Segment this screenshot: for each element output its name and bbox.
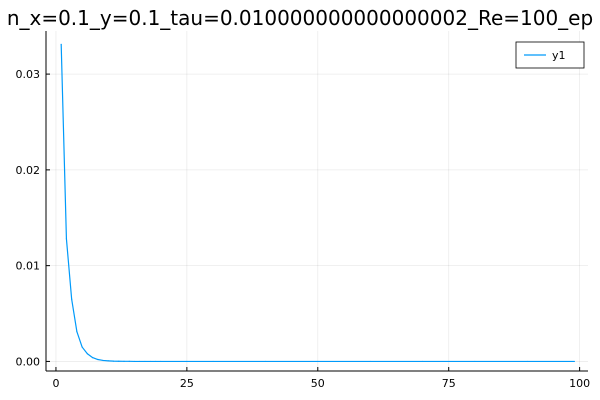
x-ticks: 0 25 50 75 100 [52, 367, 590, 390]
data-point [160, 360, 162, 363]
x-tick-label-1: 25 [180, 377, 194, 390]
data-point [144, 360, 146, 363]
data-point [186, 360, 188, 363]
data-point [526, 360, 528, 363]
data-point [71, 298, 73, 300]
data-point [60, 43, 62, 46]
data-point [154, 360, 157, 363]
x-tick-label-3: 75 [442, 377, 456, 390]
y-tick-label-1: 0.01 [16, 260, 41, 273]
data-point [76, 331, 78, 333]
data-point [474, 360, 476, 363]
y-tick-label-3: 0.03 [16, 68, 41, 81]
chart-title: n_x=0.1_y=0.1_tau=0.010000000000000002_R… [7, 6, 593, 30]
series-group [60, 43, 575, 363]
y-ticks: 0.00 0.01 0.02 0.03 [16, 68, 50, 368]
data-point [421, 360, 424, 363]
data-point [369, 360, 371, 363]
data-point [264, 360, 267, 363]
legend[interactable]: y1 [515, 41, 585, 69]
axes [45, 31, 588, 372]
data-point [92, 356, 94, 359]
data-point [149, 360, 151, 363]
y-tick-label-0: 0.00 [16, 355, 41, 368]
data-point [81, 346, 83, 348]
data-point [128, 360, 130, 362]
data-point [118, 360, 120, 362]
data-point [212, 360, 214, 363]
data-point [107, 360, 109, 362]
data-point [65, 238, 68, 240]
y-tick-label-2: 0.02 [16, 164, 41, 177]
data-point [573, 360, 575, 363]
data-point [317, 360, 319, 363]
data-point [97, 358, 99, 361]
data-point [102, 359, 104, 362]
data-point [112, 360, 115, 362]
x-tick-label-0: 0 [52, 377, 59, 390]
data-point [133, 360, 136, 363]
x-tick-label-4: 100 [569, 377, 590, 390]
data-point [139, 360, 141, 363]
data-point [123, 360, 125, 362]
x-tick-label-2: 50 [311, 377, 325, 390]
data-point [86, 353, 88, 355]
legend-label-0: y1 [552, 49, 566, 62]
